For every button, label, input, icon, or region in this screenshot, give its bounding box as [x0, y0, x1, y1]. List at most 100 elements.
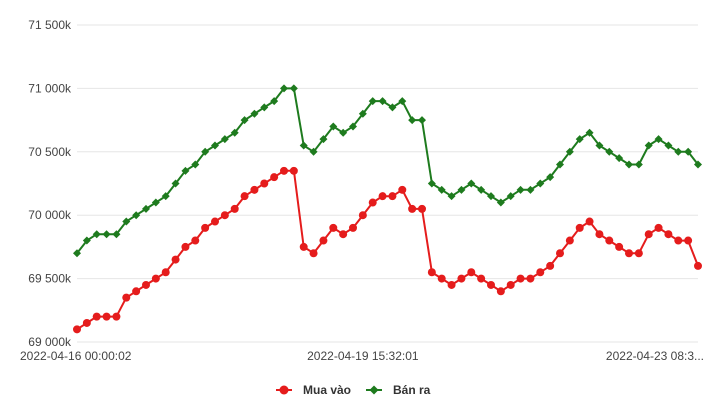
data-point	[122, 293, 131, 302]
x-tick-label: 2022-04-23 08:3...	[606, 349, 704, 363]
data-point	[358, 211, 367, 220]
data-point	[378, 192, 387, 201]
data-point	[506, 192, 515, 201]
data-point	[73, 249, 81, 258]
data-point	[299, 141, 308, 150]
data-point	[388, 103, 397, 112]
plot-area	[73, 84, 702, 334]
data-point	[220, 135, 229, 144]
data-point	[132, 287, 141, 296]
gridlines	[77, 24, 698, 343]
data-point	[82, 318, 91, 327]
data-point	[634, 160, 643, 169]
legend-marker	[279, 385, 289, 395]
data-point	[408, 204, 417, 213]
data-point	[349, 122, 357, 131]
data-point	[487, 280, 495, 289]
data-point	[516, 274, 525, 283]
data-point	[339, 128, 348, 137]
legend[interactable]: Mua vào Bán ra	[276, 383, 431, 397]
data-point	[457, 274, 466, 283]
data-point	[339, 230, 348, 239]
data-point	[142, 204, 150, 213]
data-point	[368, 97, 377, 106]
data-point	[615, 242, 624, 251]
data-point	[467, 268, 476, 277]
data-point	[299, 242, 308, 251]
data-point	[388, 192, 397, 201]
data-point	[398, 185, 407, 194]
data-point	[487, 192, 495, 201]
data-point	[73, 325, 81, 334]
y-tick-label: 69 000k	[28, 335, 72, 349]
data-point	[211, 141, 219, 150]
data-point	[664, 230, 673, 239]
legend-item-ban-ra[interactable]: Bán ra	[366, 383, 431, 397]
data-point	[526, 274, 535, 283]
data-point	[654, 135, 663, 144]
legend-item-mua-vao[interactable]: Mua vào	[276, 383, 351, 397]
data-point	[565, 147, 574, 156]
data-point	[516, 185, 525, 194]
x-tick-label: 2022-04-19 15:32:01	[307, 349, 419, 363]
y-tick-label: 69 500k	[28, 272, 72, 286]
data-point	[319, 236, 328, 245]
data-point	[536, 179, 545, 188]
data-point	[536, 268, 545, 277]
y-tick-label: 70 000k	[28, 208, 72, 222]
data-point	[92, 230, 101, 239]
data-point	[142, 280, 150, 289]
series-mua-vao	[73, 166, 702, 334]
data-point	[122, 217, 131, 226]
data-point	[585, 217, 594, 226]
legend-label: Mua vào	[303, 383, 351, 397]
data-point	[467, 179, 476, 188]
data-point	[496, 287, 505, 296]
data-point	[260, 179, 269, 188]
data-point	[694, 160, 702, 169]
data-point	[289, 166, 298, 175]
data-point	[378, 97, 387, 106]
data-point	[644, 141, 653, 150]
data-point	[418, 116, 426, 125]
data-point	[309, 147, 318, 156]
data-point	[171, 255, 180, 264]
data-point	[506, 280, 515, 289]
data-point	[605, 147, 614, 156]
data-point	[240, 192, 249, 201]
data-point	[201, 147, 210, 156]
data-point	[280, 166, 288, 175]
data-point	[191, 236, 200, 245]
data-point	[427, 179, 436, 188]
y-axis: 69 000k 69 500k 70 000k 70 500k 71 000k 71 50…	[28, 18, 72, 349]
data-point	[211, 217, 219, 226]
data-point	[102, 312, 111, 321]
data-point	[674, 147, 683, 156]
data-point	[112, 312, 121, 321]
data-point	[349, 223, 357, 232]
data-point	[546, 173, 555, 182]
data-point	[684, 236, 693, 245]
y-tick-label: 71 500k	[28, 18, 72, 32]
data-point	[151, 274, 160, 283]
data-point	[684, 147, 693, 156]
data-point	[447, 192, 456, 201]
data-point	[358, 109, 367, 118]
data-point	[457, 185, 466, 194]
data-point	[556, 249, 564, 258]
data-point	[625, 160, 633, 169]
data-point	[102, 230, 111, 239]
data-point	[654, 223, 663, 232]
data-point	[408, 116, 417, 125]
data-point	[161, 268, 170, 277]
data-point	[664, 141, 673, 150]
data-point	[132, 211, 141, 220]
y-tick-label: 71 000k	[28, 81, 72, 95]
data-point	[437, 274, 446, 283]
data-point	[319, 135, 328, 144]
data-point	[585, 128, 594, 137]
data-point	[447, 280, 456, 289]
data-point	[250, 185, 259, 194]
data-point	[329, 223, 338, 232]
